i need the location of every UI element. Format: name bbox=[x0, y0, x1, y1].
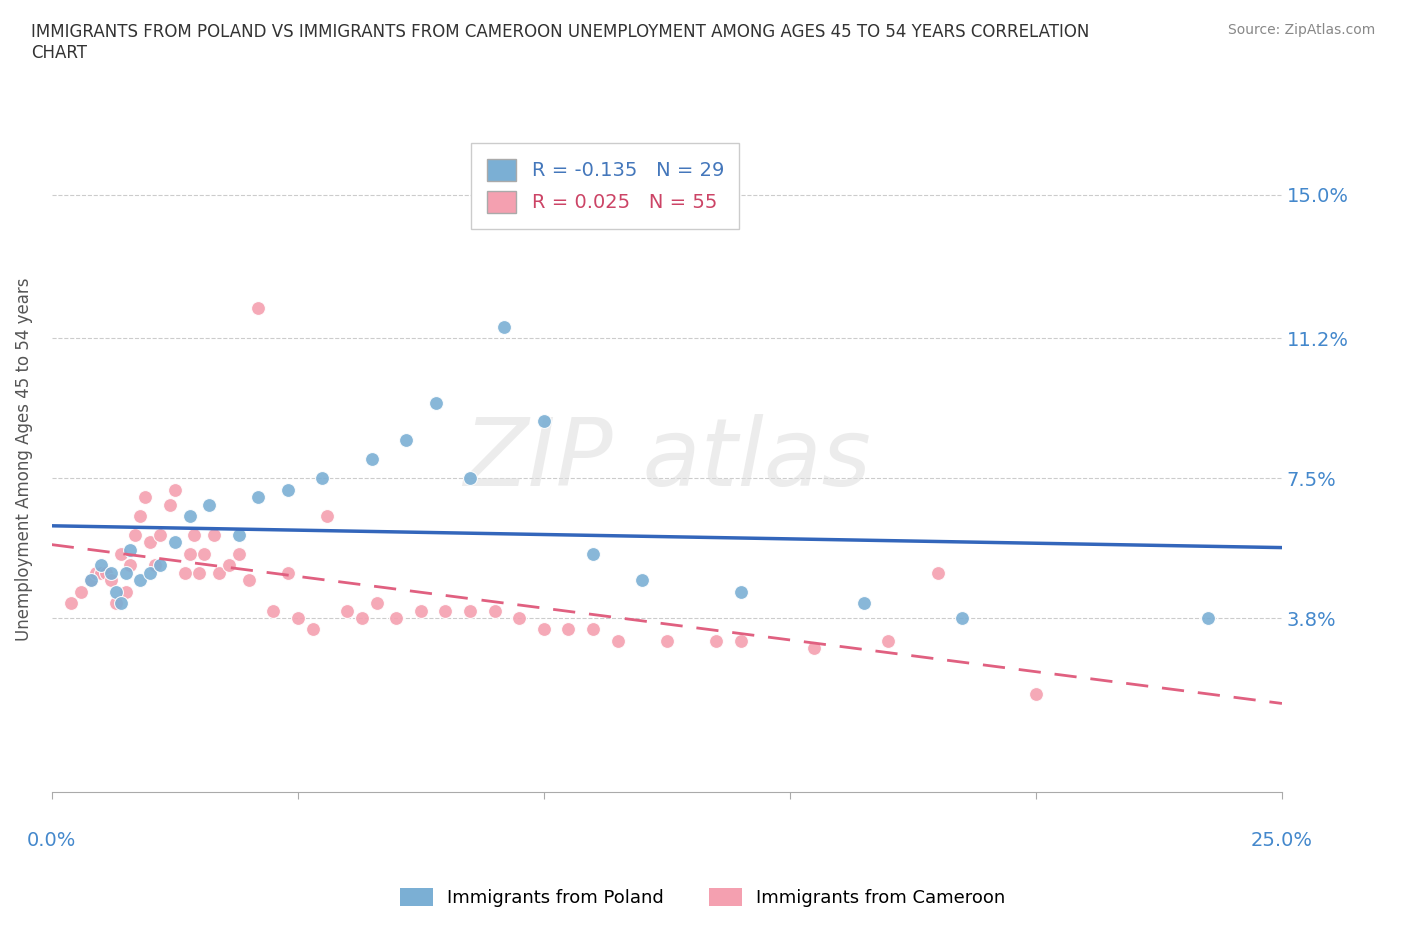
Point bbox=[208, 565, 231, 580]
Point bbox=[458, 471, 481, 485]
Point bbox=[484, 603, 506, 618]
Point bbox=[139, 565, 162, 580]
Point bbox=[228, 527, 250, 542]
Point bbox=[1197, 611, 1219, 626]
Point bbox=[316, 509, 339, 524]
Point bbox=[606, 633, 628, 648]
Point bbox=[950, 611, 973, 626]
Text: 25.0%: 25.0% bbox=[1251, 830, 1313, 850]
Point bbox=[277, 482, 299, 497]
Point bbox=[655, 633, 678, 648]
Point bbox=[458, 603, 481, 618]
Point bbox=[301, 622, 323, 637]
Point bbox=[70, 584, 93, 599]
Point bbox=[366, 595, 388, 610]
Point bbox=[120, 542, 142, 557]
Point bbox=[110, 595, 132, 610]
Point bbox=[183, 527, 205, 542]
Point bbox=[90, 565, 112, 580]
Point bbox=[134, 490, 156, 505]
Point bbox=[238, 573, 260, 588]
Point bbox=[84, 565, 107, 580]
Point bbox=[143, 558, 166, 573]
Point bbox=[395, 433, 418, 448]
Point bbox=[1025, 686, 1047, 701]
Point bbox=[100, 565, 122, 580]
Point bbox=[877, 633, 900, 648]
Point bbox=[179, 509, 201, 524]
Point bbox=[803, 641, 825, 656]
Text: Source: ZipAtlas.com: Source: ZipAtlas.com bbox=[1227, 23, 1375, 37]
Point bbox=[173, 565, 195, 580]
Point bbox=[149, 558, 172, 573]
Text: ZIP atlas: ZIP atlas bbox=[463, 414, 870, 505]
Text: IMMIGRANTS FROM POLAND VS IMMIGRANTS FROM CAMEROON UNEMPLOYMENT AMONG AGES 45 TO: IMMIGRANTS FROM POLAND VS IMMIGRANTS FRO… bbox=[31, 23, 1090, 62]
Point bbox=[311, 471, 333, 485]
Point bbox=[287, 611, 309, 626]
Point bbox=[124, 527, 146, 542]
Point bbox=[385, 611, 408, 626]
Legend: Immigrants from Poland, Immigrants from Cameroon: Immigrants from Poland, Immigrants from … bbox=[391, 879, 1015, 916]
Point bbox=[94, 565, 117, 580]
Point bbox=[202, 527, 225, 542]
Point bbox=[409, 603, 432, 618]
Point bbox=[582, 622, 605, 637]
Point bbox=[114, 584, 136, 599]
Point bbox=[110, 547, 132, 562]
Point bbox=[129, 573, 152, 588]
Point bbox=[114, 565, 136, 580]
Point bbox=[508, 611, 530, 626]
Point bbox=[425, 395, 447, 410]
Point bbox=[139, 535, 162, 550]
Point bbox=[533, 622, 555, 637]
Point bbox=[179, 547, 201, 562]
Point bbox=[163, 482, 186, 497]
Point bbox=[149, 527, 172, 542]
Point bbox=[159, 498, 181, 512]
Text: 0.0%: 0.0% bbox=[27, 830, 76, 850]
Point bbox=[104, 595, 127, 610]
Point bbox=[336, 603, 359, 618]
Point bbox=[582, 547, 605, 562]
Point bbox=[557, 622, 579, 637]
Point bbox=[193, 547, 215, 562]
Point bbox=[730, 584, 752, 599]
Point bbox=[494, 320, 516, 335]
Point bbox=[188, 565, 211, 580]
Point bbox=[631, 573, 654, 588]
Point bbox=[218, 558, 240, 573]
Point bbox=[434, 603, 457, 618]
Point bbox=[60, 595, 83, 610]
Legend: R = -0.135   N = 29, R = 0.025   N = 55: R = -0.135 N = 29, R = 0.025 N = 55 bbox=[471, 143, 740, 229]
Point bbox=[129, 509, 152, 524]
Point bbox=[927, 565, 949, 580]
Point bbox=[104, 584, 127, 599]
Point bbox=[228, 547, 250, 562]
Point bbox=[350, 611, 373, 626]
Point bbox=[360, 452, 382, 467]
Point bbox=[120, 558, 142, 573]
Point bbox=[704, 633, 727, 648]
Point bbox=[533, 414, 555, 429]
Point bbox=[100, 573, 122, 588]
Y-axis label: Unemployment Among Ages 45 to 54 years: Unemployment Among Ages 45 to 54 years bbox=[15, 277, 32, 641]
Point bbox=[277, 565, 299, 580]
Point bbox=[730, 633, 752, 648]
Point bbox=[163, 535, 186, 550]
Point bbox=[198, 498, 221, 512]
Point bbox=[247, 490, 270, 505]
Point bbox=[80, 573, 103, 588]
Point bbox=[247, 300, 270, 315]
Point bbox=[90, 558, 112, 573]
Point bbox=[80, 573, 103, 588]
Point bbox=[262, 603, 284, 618]
Point bbox=[852, 595, 875, 610]
